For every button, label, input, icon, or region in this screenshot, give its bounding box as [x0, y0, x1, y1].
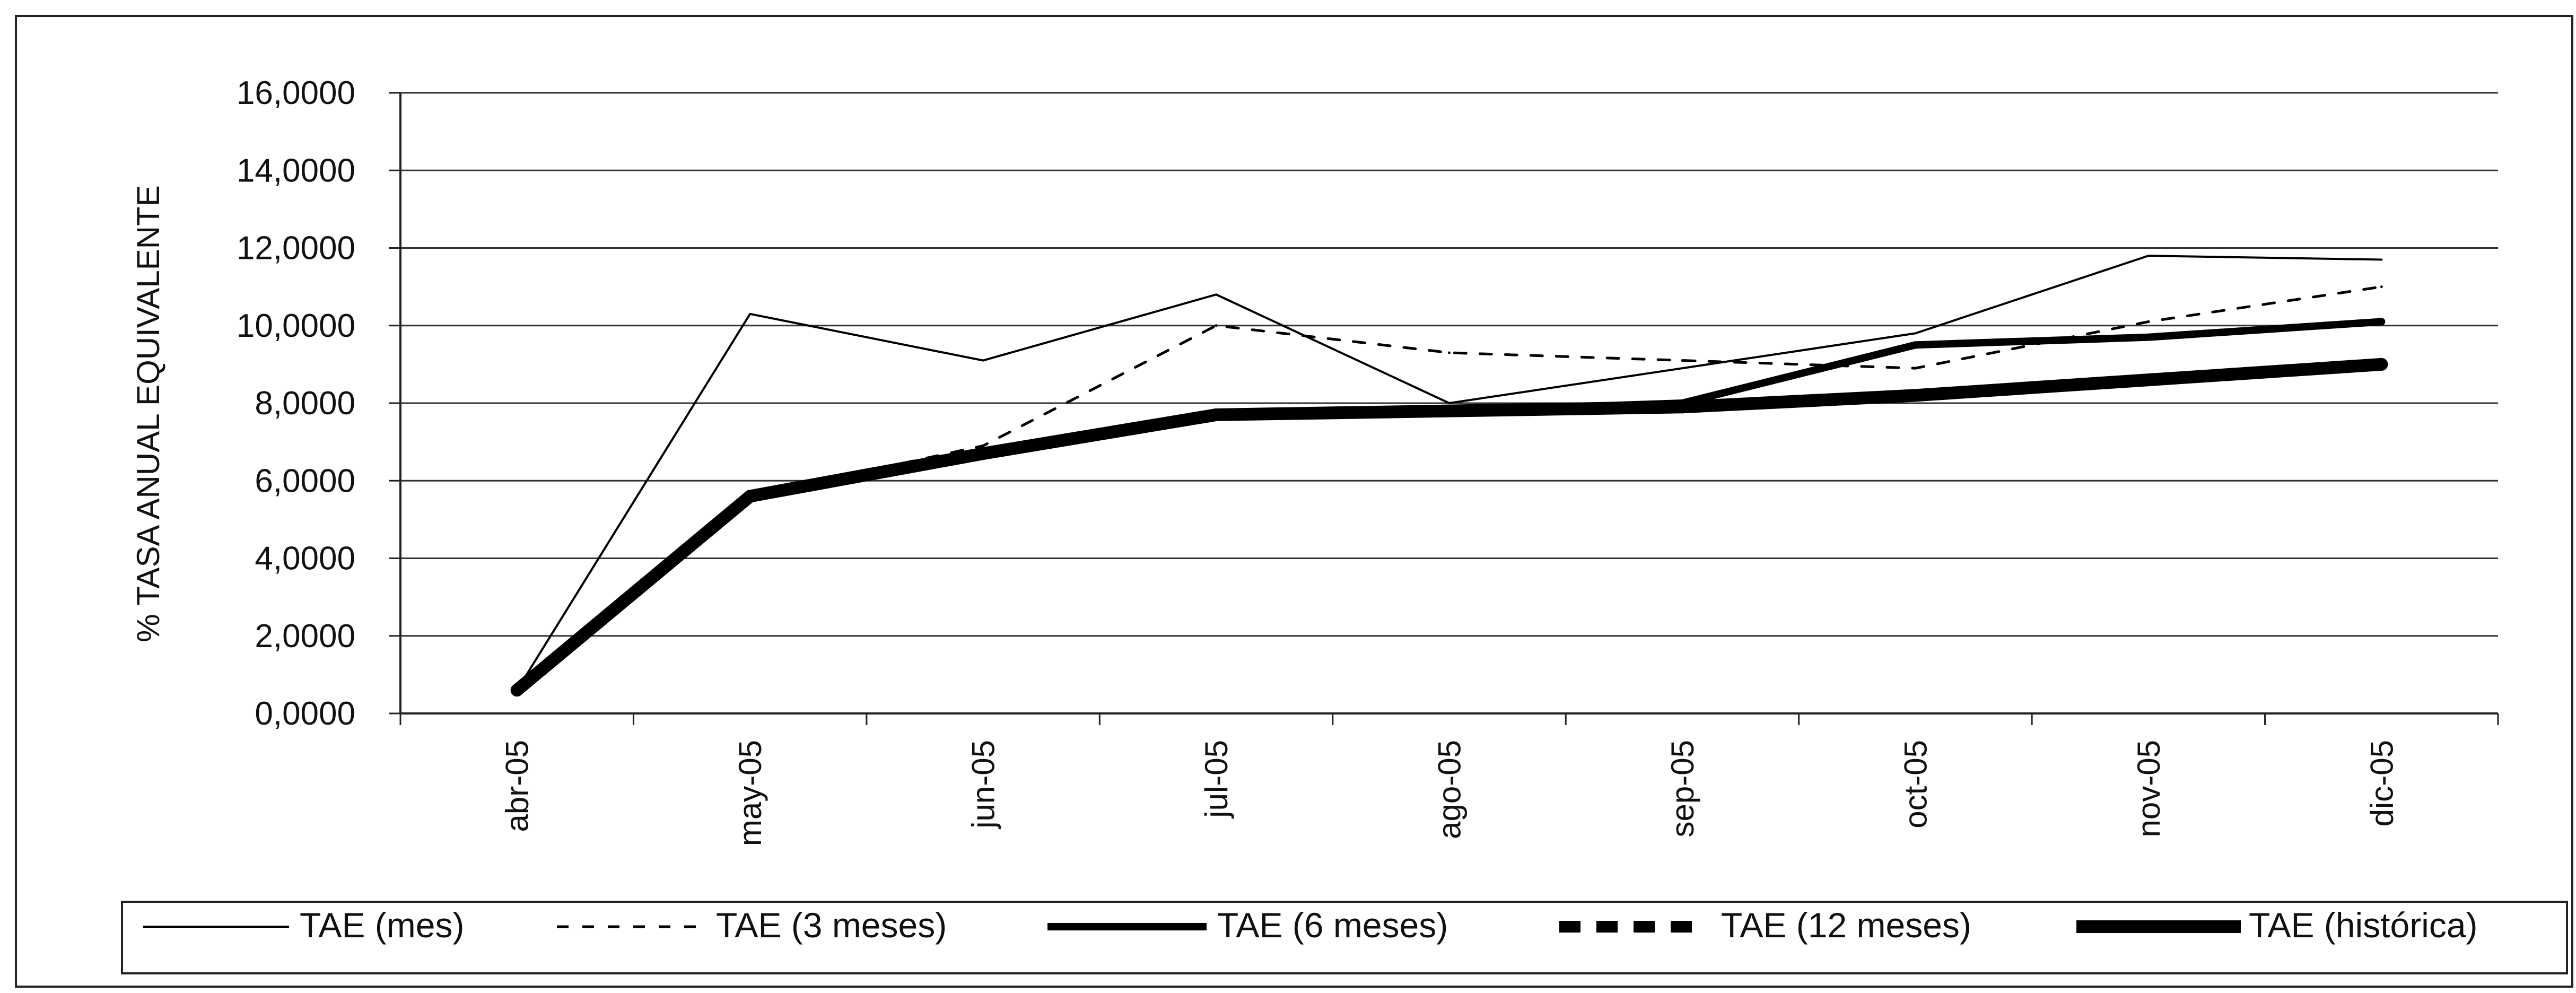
series-1-point	[1681, 367, 1683, 370]
series-2-point	[748, 495, 752, 498]
series-2-point	[982, 444, 985, 447]
series-lines	[510, 255, 2388, 697]
series-3-point	[1212, 411, 1220, 419]
x-category-label: jun-05	[966, 740, 1001, 830]
y-tick-label: 8,0000	[255, 385, 355, 422]
series-3-point	[1911, 341, 1919, 349]
y-tick-label: 14,0000	[237, 152, 355, 189]
series-2-point	[2147, 320, 2150, 323]
series-1-point	[2147, 255, 2150, 257]
legend-label-3: TAE (6 meses)	[1217, 905, 1448, 945]
y-tick-label: 16,0000	[237, 75, 355, 111]
y-tick-label: 12,0000	[237, 230, 355, 267]
axes: 0,0000 2,0000 4,0000 6,0000 8,0000 10,0000 12,…	[237, 75, 2499, 846]
series-4-point	[2142, 374, 2154, 386]
series-1-point	[749, 312, 752, 315]
x-category-label: jul-05	[1199, 740, 1234, 819]
y-tick-label: 6,0000	[255, 463, 355, 499]
series-2-point	[1914, 367, 1917, 370]
series-2-point	[1448, 351, 1451, 354]
legend: TAE (mes) TAE (3 meses) TAE (6 meses) TAE (…	[143, 905, 2478, 945]
chart-border	[15, 15, 2573, 988]
legend-label-5: TAE (histórica)	[2249, 905, 2478, 945]
x-category-label: ago-05	[1432, 740, 1468, 839]
x-category-label: oct-05	[1898, 740, 1933, 829]
series-3-point	[1678, 399, 1686, 407]
series-2-point	[2380, 285, 2383, 289]
series-2-point	[1215, 324, 1218, 327]
series-3-point	[2378, 318, 2386, 326]
series-1-point	[1914, 332, 1917, 335]
y-tick-label: 0,0000	[255, 695, 355, 732]
series-line-1	[516, 255, 2383, 692]
series-line-2	[516, 285, 2383, 692]
series-1-point	[1448, 402, 1451, 404]
x-category-label: may-05	[732, 740, 768, 846]
y-axis-title: % TASA ANUAL EQUIVALENTE	[130, 185, 166, 642]
legend-label-4: TAE (12 meses)	[1721, 905, 1971, 945]
series-1-point	[982, 359, 984, 362]
series-4-point	[2376, 358, 2388, 370]
x-category-label: sep-05	[1665, 740, 1700, 837]
legend-label-1: TAE (mes)	[300, 905, 464, 945]
series-3-point	[979, 450, 987, 458]
x-category-label: abr-05	[500, 740, 535, 832]
gridlines	[400, 92, 2498, 637]
series-2-point	[1681, 359, 1684, 362]
legend-box	[121, 901, 2568, 974]
x-category-label: dic-05	[2364, 740, 2399, 826]
series-1-point	[1215, 293, 1218, 296]
x-category-label: nov-05	[2131, 740, 2167, 837]
series-3-point	[2144, 333, 2152, 341]
y-tick-label: 4,0000	[255, 541, 355, 577]
series-1-point	[2380, 258, 2383, 261]
series-4-point	[1909, 389, 1922, 402]
series-3-point	[1445, 407, 1453, 415]
y-tick-label: 10,0000	[237, 308, 355, 344]
series-1-point	[516, 689, 518, 692]
legend-label-2: TAE (3 meses)	[716, 905, 947, 945]
y-tick-label: 2,0000	[255, 618, 355, 655]
